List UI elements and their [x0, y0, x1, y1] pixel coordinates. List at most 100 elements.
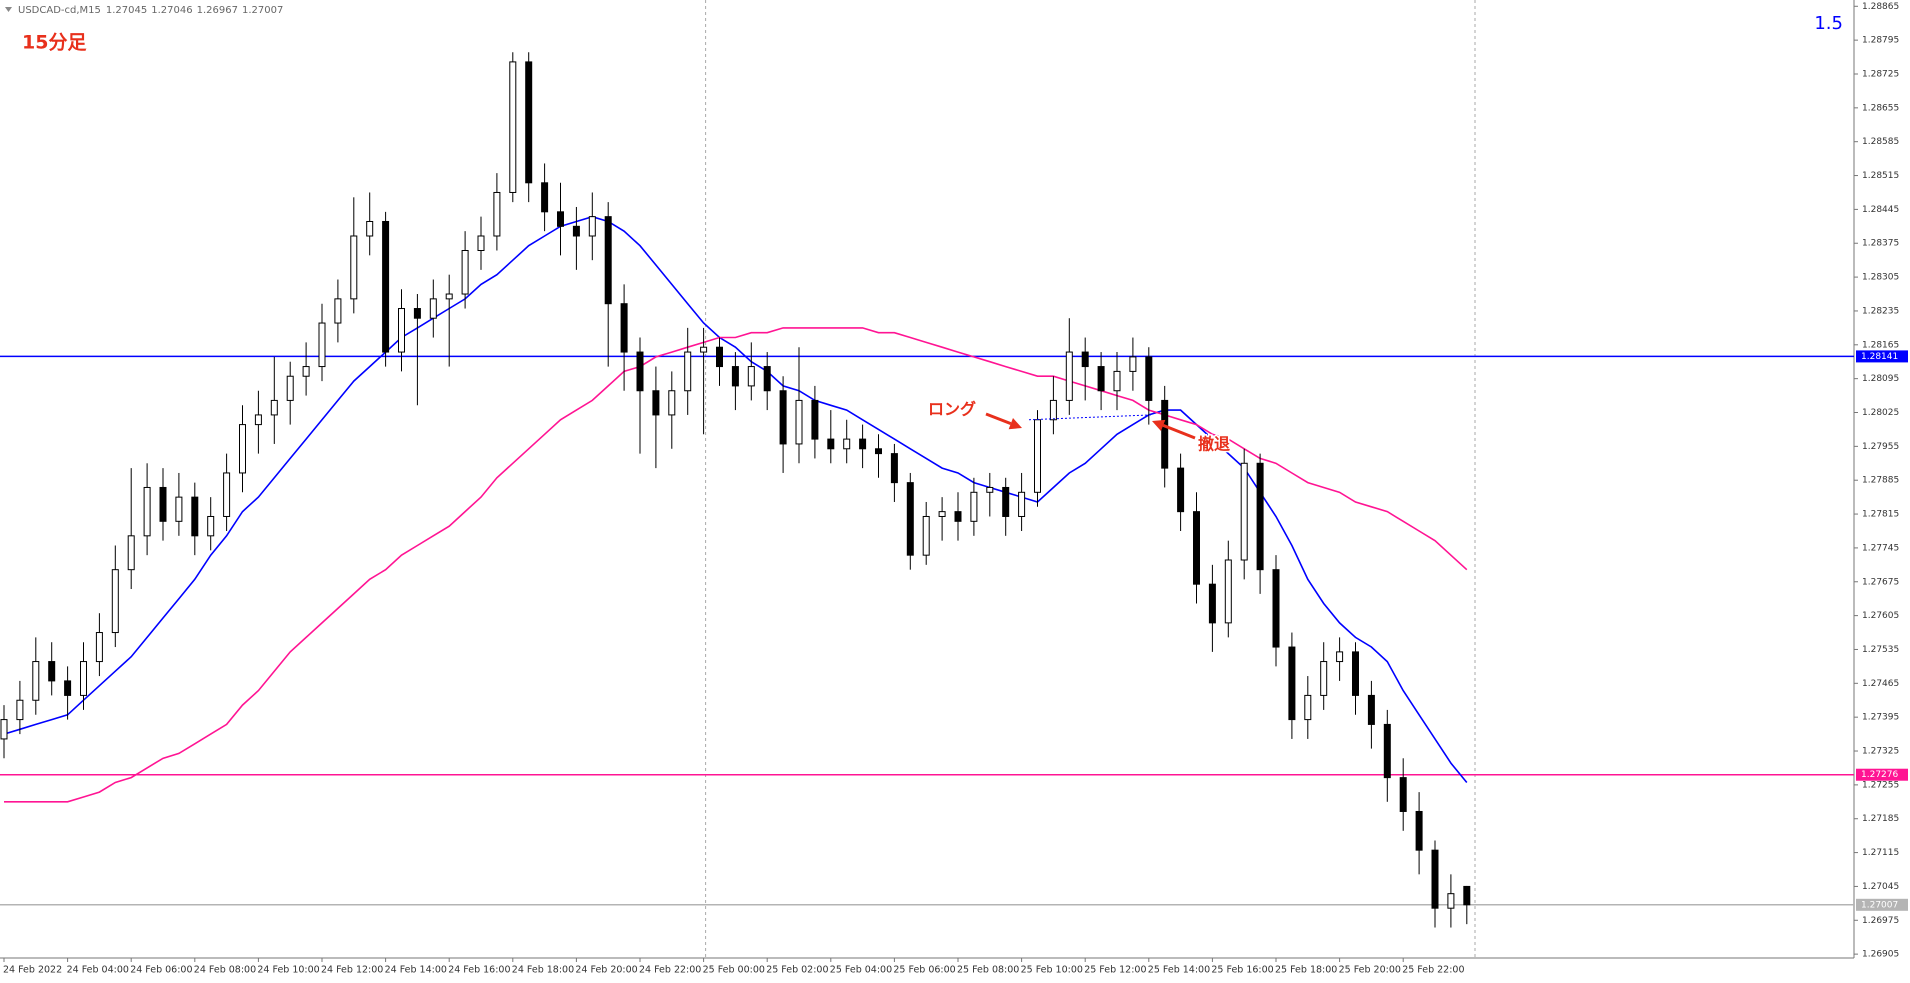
- y-tick-label: 1.28025: [1862, 408, 1899, 418]
- candle-body: [1463, 885, 1471, 906]
- chart-title: 15分足: [22, 32, 87, 54]
- candle-body: [366, 220, 374, 237]
- candle-body: [1065, 351, 1073, 401]
- candle-body: [684, 351, 692, 392]
- menu-triangle[interactable]: [5, 7, 12, 12]
- candle-body: [938, 511, 946, 517]
- candle-body: [970, 491, 978, 522]
- candle-body: [859, 438, 867, 450]
- current-price-line-label: 1.27007: [1861, 900, 1898, 910]
- candle-body: [1113, 370, 1121, 392]
- y-tick-label: 1.27815: [1862, 510, 1899, 520]
- candle-body: [286, 375, 294, 401]
- x-tick-label: 24 Feb 08:00: [194, 965, 256, 976]
- candle-body: [477, 235, 485, 252]
- x-tick-label: 25 Feb 00:00: [703, 965, 765, 976]
- candle-body: [1256, 462, 1264, 571]
- annotation-label: 撤退: [1198, 435, 1230, 454]
- candle-body: [557, 211, 564, 227]
- candle-body: [668, 390, 676, 416]
- candle-body: [1399, 777, 1407, 812]
- candle-body: [1415, 810, 1423, 851]
- header: USDCAD-cd,M15 1.27045 1.27046 1.26967 1.2700…: [18, 5, 283, 16]
- annotation-label: ロング: [928, 400, 976, 419]
- candle-body: [588, 216, 596, 237]
- moving-average: [3, 215, 1468, 784]
- candle-body: [32, 661, 40, 701]
- candle-body: [906, 482, 914, 556]
- candle-body: [1002, 486, 1010, 517]
- candle-body: [811, 399, 819, 440]
- y-tick-label: 1.27325: [1862, 747, 1899, 757]
- candle-body: [175, 496, 183, 522]
- moving-average: [4, 327, 1468, 803]
- candle-body: [954, 511, 962, 522]
- y-tick-label: 1.28515: [1862, 171, 1899, 181]
- candle-body: [620, 303, 628, 353]
- candle-body: [1447, 893, 1455, 909]
- candle-body: [1336, 651, 1344, 663]
- y-tick-label: 1.27675: [1862, 577, 1899, 587]
- candle-body: [922, 515, 930, 556]
- y-tick-label: 1.28585: [1862, 137, 1899, 147]
- y-tick-label: 1.28795: [1862, 36, 1899, 46]
- candle-body: [16, 699, 24, 721]
- candle-body: [461, 250, 469, 295]
- candle-body: [111, 569, 119, 634]
- candle-body: [207, 515, 215, 537]
- candle-body: [48, 661, 56, 682]
- arrow-head: [1008, 418, 1022, 430]
- candle-body: [541, 182, 549, 213]
- arrow-shaft: [985, 412, 1012, 426]
- open: 1.27045: [106, 5, 147, 16]
- x-tick-label: 24 Feb 2022: [3, 965, 62, 976]
- candle-body: [143, 486, 151, 537]
- candle-body: [636, 351, 644, 392]
- x-tick-label: 25 Feb 02:00: [766, 965, 828, 976]
- y-tick-label: 1.28305: [1862, 273, 1899, 283]
- x-tick-label: 25 Feb 20:00: [1339, 965, 1401, 976]
- candle-body: [191, 496, 199, 537]
- x-tick-label: 24 Feb 06:00: [130, 965, 192, 976]
- candle-body: [1049, 399, 1057, 421]
- y-tick-label: 1.28095: [1862, 374, 1899, 384]
- candle-body: [270, 399, 278, 416]
- candle-body: [1161, 399, 1169, 469]
- y-tick-label: 1.27185: [1862, 814, 1899, 824]
- x-tick-label: 25 Feb 04:00: [830, 965, 892, 976]
- x-tick-label: 24 Feb 12:00: [321, 965, 383, 976]
- candle-body: [1224, 559, 1232, 624]
- candle-body: [1304, 694, 1312, 721]
- candle-body: [1288, 646, 1296, 721]
- x-tick-label: 24 Feb 20:00: [575, 965, 637, 976]
- candle-body: [795, 399, 803, 445]
- close: 1.27007: [242, 5, 283, 16]
- candle-body: [334, 298, 342, 324]
- trade-line: [1028, 414, 1152, 421]
- y-tick-label: 1.28655: [1862, 103, 1899, 113]
- candle-body: [1097, 366, 1105, 392]
- candle-body: [747, 366, 755, 387]
- y-tick-label: 1.27255: [1862, 780, 1899, 790]
- y-tick-label: 1.28235: [1862, 306, 1899, 316]
- candle-body: [1320, 661, 1328, 696]
- candle-body: [1018, 491, 1026, 517]
- x-tick-label: 24 Feb 16:00: [448, 965, 510, 976]
- candle-body: [652, 390, 660, 416]
- candle-body: [1193, 511, 1200, 585]
- x-tick-label: 25 Feb 14:00: [1148, 965, 1210, 976]
- candle-body: [1034, 419, 1041, 493]
- candle-body: [350, 235, 358, 300]
- candle-body: [731, 366, 739, 387]
- candle-body: [223, 472, 231, 517]
- candle-body: [509, 61, 517, 193]
- candle-body: [604, 216, 612, 305]
- candle-body: [413, 308, 421, 319]
- y-tick-label: 1.27395: [1862, 713, 1899, 723]
- y-tick-label: 1.26905: [1862, 950, 1899, 960]
- candle-body: [1129, 356, 1137, 372]
- level-line-label: 1.28141: [1861, 352, 1898, 362]
- candle-body: [700, 346, 708, 353]
